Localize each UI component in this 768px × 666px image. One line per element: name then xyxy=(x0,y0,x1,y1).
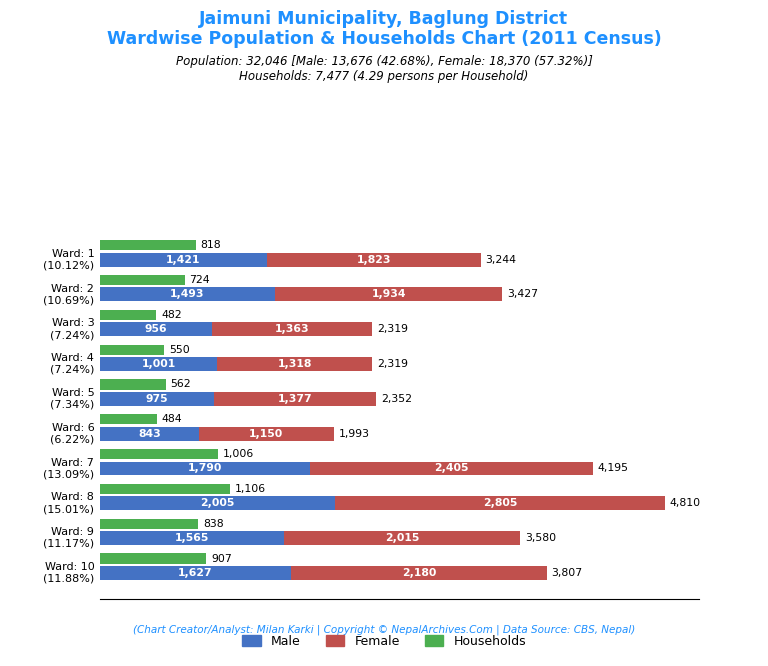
Text: 724: 724 xyxy=(190,275,210,285)
Text: 2,319: 2,319 xyxy=(377,359,408,369)
Text: 956: 956 xyxy=(144,324,167,334)
Text: 1,318: 1,318 xyxy=(278,359,312,369)
Text: 3,427: 3,427 xyxy=(507,290,538,300)
Text: 2,805: 2,805 xyxy=(483,498,518,508)
Text: (Chart Creator/Analyst: Milan Karki | Copyright © NepalArchives.Com | Data Sourc: (Chart Creator/Analyst: Milan Karki | Co… xyxy=(133,624,635,635)
Bar xyxy=(100,427,199,441)
Bar xyxy=(100,566,291,580)
Text: 3,580: 3,580 xyxy=(525,533,556,543)
Bar xyxy=(214,392,376,406)
Text: 484: 484 xyxy=(161,414,182,424)
Text: 1,150: 1,150 xyxy=(250,429,283,439)
Text: 975: 975 xyxy=(146,394,168,404)
Text: 2,352: 2,352 xyxy=(381,394,412,404)
Bar xyxy=(100,531,283,545)
Text: 4,195: 4,195 xyxy=(598,464,628,474)
Bar xyxy=(336,496,665,510)
Text: 4,810: 4,810 xyxy=(670,498,700,508)
Text: 1,001: 1,001 xyxy=(141,359,176,369)
Bar xyxy=(100,252,266,266)
Text: 1,823: 1,823 xyxy=(356,254,391,264)
Bar xyxy=(100,392,214,406)
Text: 1,993: 1,993 xyxy=(339,429,369,439)
Bar xyxy=(100,519,198,529)
Text: 1,493: 1,493 xyxy=(170,290,205,300)
Text: 550: 550 xyxy=(169,344,190,354)
Text: 843: 843 xyxy=(138,429,161,439)
Bar xyxy=(100,380,166,390)
Text: Population: 32,046 [Male: 13,676 (42.68%), Female: 18,370 (57.32%)]: Population: 32,046 [Male: 13,676 (42.68%… xyxy=(176,55,592,68)
Text: Wardwise Population & Households Chart (2011 Census): Wardwise Population & Households Chart (… xyxy=(107,30,661,48)
Text: 1,790: 1,790 xyxy=(188,464,222,474)
Bar xyxy=(100,288,275,301)
Text: 1,421: 1,421 xyxy=(166,254,200,264)
Bar xyxy=(283,531,521,545)
Text: 1,363: 1,363 xyxy=(275,324,310,334)
Text: 3,244: 3,244 xyxy=(485,254,517,264)
Bar xyxy=(212,322,372,336)
Bar xyxy=(310,462,593,476)
Text: 1,106: 1,106 xyxy=(234,484,266,494)
Bar xyxy=(100,414,157,424)
Bar xyxy=(100,275,185,285)
Text: Jaimuni Municipality, Baglung District: Jaimuni Municipality, Baglung District xyxy=(200,10,568,28)
Bar xyxy=(266,252,481,266)
Text: 562: 562 xyxy=(170,380,191,390)
Text: 2,180: 2,180 xyxy=(402,568,436,578)
Text: Households: 7,477 (4.29 persons per Household): Households: 7,477 (4.29 persons per Hous… xyxy=(240,70,528,83)
Text: 1,565: 1,565 xyxy=(174,533,209,543)
Bar xyxy=(100,496,336,510)
Text: 3,807: 3,807 xyxy=(551,568,583,578)
Text: 818: 818 xyxy=(200,240,221,250)
Text: 907: 907 xyxy=(211,553,232,563)
Bar xyxy=(100,344,164,355)
Bar xyxy=(100,484,230,494)
Text: 2,015: 2,015 xyxy=(385,533,419,543)
Text: 2,319: 2,319 xyxy=(377,324,408,334)
Text: 838: 838 xyxy=(203,519,223,529)
Text: 1,627: 1,627 xyxy=(178,568,213,578)
Text: 1,377: 1,377 xyxy=(278,394,313,404)
Legend: Male, Female, Households: Male, Female, Households xyxy=(237,630,531,653)
Bar xyxy=(100,322,212,336)
Text: 1,006: 1,006 xyxy=(223,449,254,459)
Bar xyxy=(100,449,218,459)
Bar xyxy=(100,240,196,250)
Text: 482: 482 xyxy=(161,310,182,320)
Bar xyxy=(100,462,310,476)
Text: 2,405: 2,405 xyxy=(434,464,468,474)
Bar xyxy=(217,357,372,371)
Text: 2,005: 2,005 xyxy=(200,498,235,508)
Bar xyxy=(291,566,547,580)
Bar xyxy=(199,427,334,441)
Bar xyxy=(100,310,157,320)
Bar xyxy=(275,288,502,301)
Bar xyxy=(100,357,217,371)
Bar xyxy=(100,553,207,563)
Text: 1,934: 1,934 xyxy=(372,290,406,300)
